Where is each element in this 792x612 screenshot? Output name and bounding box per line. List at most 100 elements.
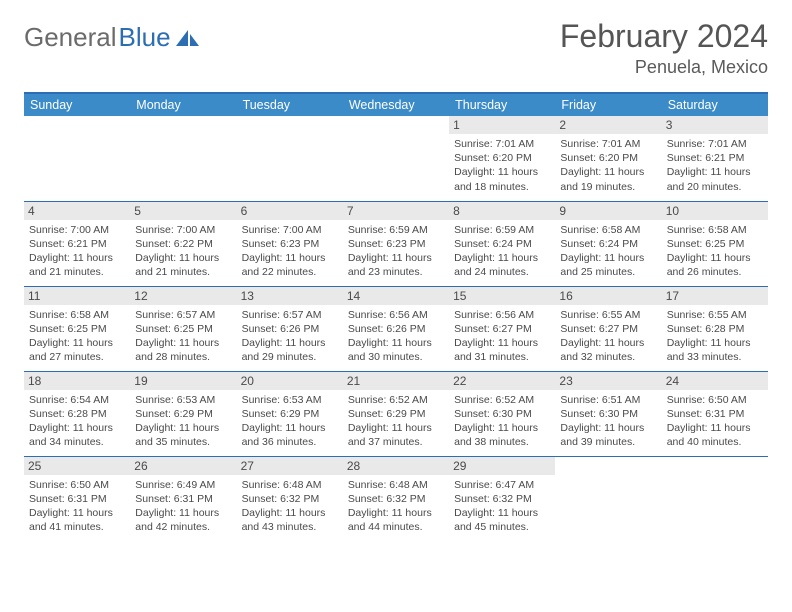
calendar-cell: . xyxy=(237,116,343,201)
weekday-header: Friday xyxy=(555,93,661,116)
day-number: 10 xyxy=(662,202,768,220)
calendar-cell: 19 Sunrise: 6:53 AMSunset: 6:29 PMDayligh… xyxy=(130,371,236,456)
calendar-cell: 24 Sunrise: 6:50 AMSunset: 6:31 PMDayligh… xyxy=(662,371,768,456)
calendar-cell: 9Sunrise: 6:58 AMSunset: 6:24 PMDaylight… xyxy=(555,201,661,286)
day-number: 21 xyxy=(343,372,449,390)
day-number: 14 xyxy=(343,287,449,305)
logo-text-general: General xyxy=(24,22,117,53)
calendar-cell: 3 Sunrise: 7:01 AMSunset: 6:21 PMDaylight… xyxy=(662,116,768,201)
calendar-cell: 15Sunrise: 6:56 AMSunset: 6:27 PMDayligh… xyxy=(449,286,555,371)
calendar-cell: 17 Sunrise: 6:55 AMSunset: 6:28 PMDayligh… xyxy=(662,286,768,371)
day-number: 16 xyxy=(555,287,661,305)
day-number: 22 xyxy=(449,372,555,390)
calendar-cell: 2 Sunrise: 7:01 AMSunset: 6:20 PMDaylight… xyxy=(555,116,661,201)
calendar-cell: . xyxy=(130,116,236,201)
calendar-week-row: 4 Sunrise: 7:00 AMSunset: 6:21 PMDaylight… xyxy=(24,201,768,286)
calendar-cell: 26 Sunrise: 6:49 AMSunset: 6:31 PMDayligh… xyxy=(130,456,236,541)
weekday-header: Tuesday xyxy=(237,93,343,116)
day-number: 6 xyxy=(237,202,343,220)
day-number: 2 xyxy=(555,116,661,134)
day-info: Sunrise: 6:59 AMSunset: 6:23 PMDaylight:… xyxy=(348,223,444,280)
day-info: Sunrise: 6:55 AMSunset: 6:28 PMDaylight:… xyxy=(667,308,763,365)
calendar-cell: 11Sunrise: 6:58 AMSunset: 6:25 PMDayligh… xyxy=(24,286,130,371)
day-info: Sunrise: 7:01 AMSunset: 6:20 PMDaylight:… xyxy=(560,137,656,194)
calendar-cell: 13Sunrise: 6:57 AMSunset: 6:26 PMDayligh… xyxy=(237,286,343,371)
calendar-cell: 16 Sunrise: 6:55 AMSunset: 6:27 PMDayligh… xyxy=(555,286,661,371)
calendar-cell: 21 Sunrise: 6:52 AMSunset: 6:29 PMDayligh… xyxy=(343,371,449,456)
day-info: Sunrise: 7:01 AMSunset: 6:21 PMDaylight:… xyxy=(667,137,763,194)
day-info: Sunrise: 6:59 AMSunset: 6:24 PMDaylight:… xyxy=(454,223,550,280)
calendar-cell: 1 Sunrise: 7:01 AMSunset: 6:20 PMDaylight… xyxy=(449,116,555,201)
day-number: 11 xyxy=(24,287,130,305)
calendar-cell: 18Sunrise: 6:54 AMSunset: 6:28 PMDayligh… xyxy=(24,371,130,456)
calendar-cell: 28Sunrise: 6:48 AMSunset: 6:32 PMDayligh… xyxy=(343,456,449,541)
day-info: Sunrise: 6:48 AMSunset: 6:32 PMDaylight:… xyxy=(348,478,444,535)
day-info: Sunrise: 7:00 AMSunset: 6:22 PMDaylight:… xyxy=(135,223,231,280)
day-number: 24 xyxy=(662,372,768,390)
calendar-cell: 5 Sunrise: 7:00 AMSunset: 6:22 PMDaylight… xyxy=(130,201,236,286)
logo-sail-icon xyxy=(175,28,201,48)
weekday-header: Monday xyxy=(130,93,236,116)
day-info: Sunrise: 6:58 AMSunset: 6:25 PMDaylight:… xyxy=(667,223,763,280)
day-number: 12 xyxy=(130,287,236,305)
day-info: Sunrise: 6:50 AMSunset: 6:31 PMDaylight:… xyxy=(667,393,763,450)
day-number: 20 xyxy=(237,372,343,390)
calendar-week-row: ....1Sunrise: 7:01 AMSunset: 6:20 PMDayl… xyxy=(24,116,768,201)
weekday-header-row: Sunday Monday Tuesday Wednesday Thursday… xyxy=(24,93,768,116)
day-number: 3 xyxy=(662,116,768,134)
day-number: 8 xyxy=(449,202,555,220)
day-number: 19 xyxy=(130,372,236,390)
weekday-header: Thursday xyxy=(449,93,555,116)
calendar-cell: . xyxy=(24,116,130,201)
calendar-cell: . xyxy=(662,456,768,541)
day-info: Sunrise: 6:53 AMSunset: 6:29 PMDaylight:… xyxy=(242,393,338,450)
day-info: Sunrise: 6:51 AMSunset: 6:30 PMDaylight:… xyxy=(560,393,656,450)
day-info: Sunrise: 6:52 AMSunset: 6:30 PMDaylight:… xyxy=(454,393,550,450)
day-number: 13 xyxy=(237,287,343,305)
calendar-cell: 10 Sunrise: 6:58 AMSunset: 6:25 PMDayligh… xyxy=(662,201,768,286)
day-info: Sunrise: 6:54 AMSunset: 6:28 PMDaylight:… xyxy=(29,393,125,450)
header: GeneralBlue February 2024 Penuela, Mexic… xyxy=(24,18,768,78)
day-number: 4 xyxy=(24,202,130,220)
day-info: Sunrise: 6:50 AMSunset: 6:31 PMDaylight:… xyxy=(29,478,125,535)
calendar-cell: 22 Sunrise: 6:52 AMSunset: 6:30 PMDayligh… xyxy=(449,371,555,456)
calendar-table: Sunday Monday Tuesday Wednesday Thursday… xyxy=(24,92,768,541)
day-info: Sunrise: 6:49 AMSunset: 6:31 PMDaylight:… xyxy=(135,478,231,535)
day-number: 1 xyxy=(449,116,555,134)
logo: GeneralBlue xyxy=(24,18,201,53)
day-info: Sunrise: 7:00 AMSunset: 6:21 PMDaylight:… xyxy=(29,223,125,280)
logo-text-blue: Blue xyxy=(119,22,171,53)
day-info: Sunrise: 7:01 AMSunset: 6:20 PMDaylight:… xyxy=(454,137,550,194)
calendar-cell: 25 Sunrise: 6:50 AMSunset: 6:31 PMDayligh… xyxy=(24,456,130,541)
calendar-cell: 23Sunrise: 6:51 AMSunset: 6:30 PMDayligh… xyxy=(555,371,661,456)
calendar-cell: 8 Sunrise: 6:59 AMSunset: 6:24 PMDaylight… xyxy=(449,201,555,286)
day-info: Sunrise: 6:48 AMSunset: 6:32 PMDaylight:… xyxy=(242,478,338,535)
calendar-body: ....1Sunrise: 7:01 AMSunset: 6:20 PMDayl… xyxy=(24,116,768,541)
page-title: February 2024 xyxy=(560,18,768,55)
day-info: Sunrise: 6:57 AMSunset: 6:25 PMDaylight:… xyxy=(135,308,231,365)
calendar-cell: 6 Sunrise: 7:00 AMSunset: 6:23 PMDaylight… xyxy=(237,201,343,286)
title-block: February 2024 Penuela, Mexico xyxy=(560,18,768,78)
day-info: Sunrise: 6:53 AMSunset: 6:29 PMDaylight:… xyxy=(135,393,231,450)
day-info: Sunrise: 6:52 AMSunset: 6:29 PMDaylight:… xyxy=(348,393,444,450)
day-number: 26 xyxy=(130,457,236,475)
day-info: Sunrise: 6:55 AMSunset: 6:27 PMDaylight:… xyxy=(560,308,656,365)
calendar-week-row: 11Sunrise: 6:58 AMSunset: 6:25 PMDayligh… xyxy=(24,286,768,371)
location-subtitle: Penuela, Mexico xyxy=(560,57,768,78)
day-number: 25 xyxy=(24,457,130,475)
day-info: Sunrise: 6:47 AMSunset: 6:32 PMDaylight:… xyxy=(454,478,550,535)
day-number: 9 xyxy=(555,202,661,220)
calendar-cell: 14Sunrise: 6:56 AMSunset: 6:26 PMDayligh… xyxy=(343,286,449,371)
day-number: 17 xyxy=(662,287,768,305)
day-number: 29 xyxy=(449,457,555,475)
calendar-week-row: 18Sunrise: 6:54 AMSunset: 6:28 PMDayligh… xyxy=(24,371,768,456)
calendar-cell: . xyxy=(343,116,449,201)
calendar-cell: . xyxy=(555,456,661,541)
day-number: 5 xyxy=(130,202,236,220)
day-number: 7 xyxy=(343,202,449,220)
calendar-cell: 27 Sunrise: 6:48 AMSunset: 6:32 PMDayligh… xyxy=(237,456,343,541)
weekday-header: Saturday xyxy=(662,93,768,116)
day-info: Sunrise: 7:00 AMSunset: 6:23 PMDaylight:… xyxy=(242,223,338,280)
calendar-cell: 12 Sunrise: 6:57 AMSunset: 6:25 PMDayligh… xyxy=(130,286,236,371)
day-number: 27 xyxy=(237,457,343,475)
